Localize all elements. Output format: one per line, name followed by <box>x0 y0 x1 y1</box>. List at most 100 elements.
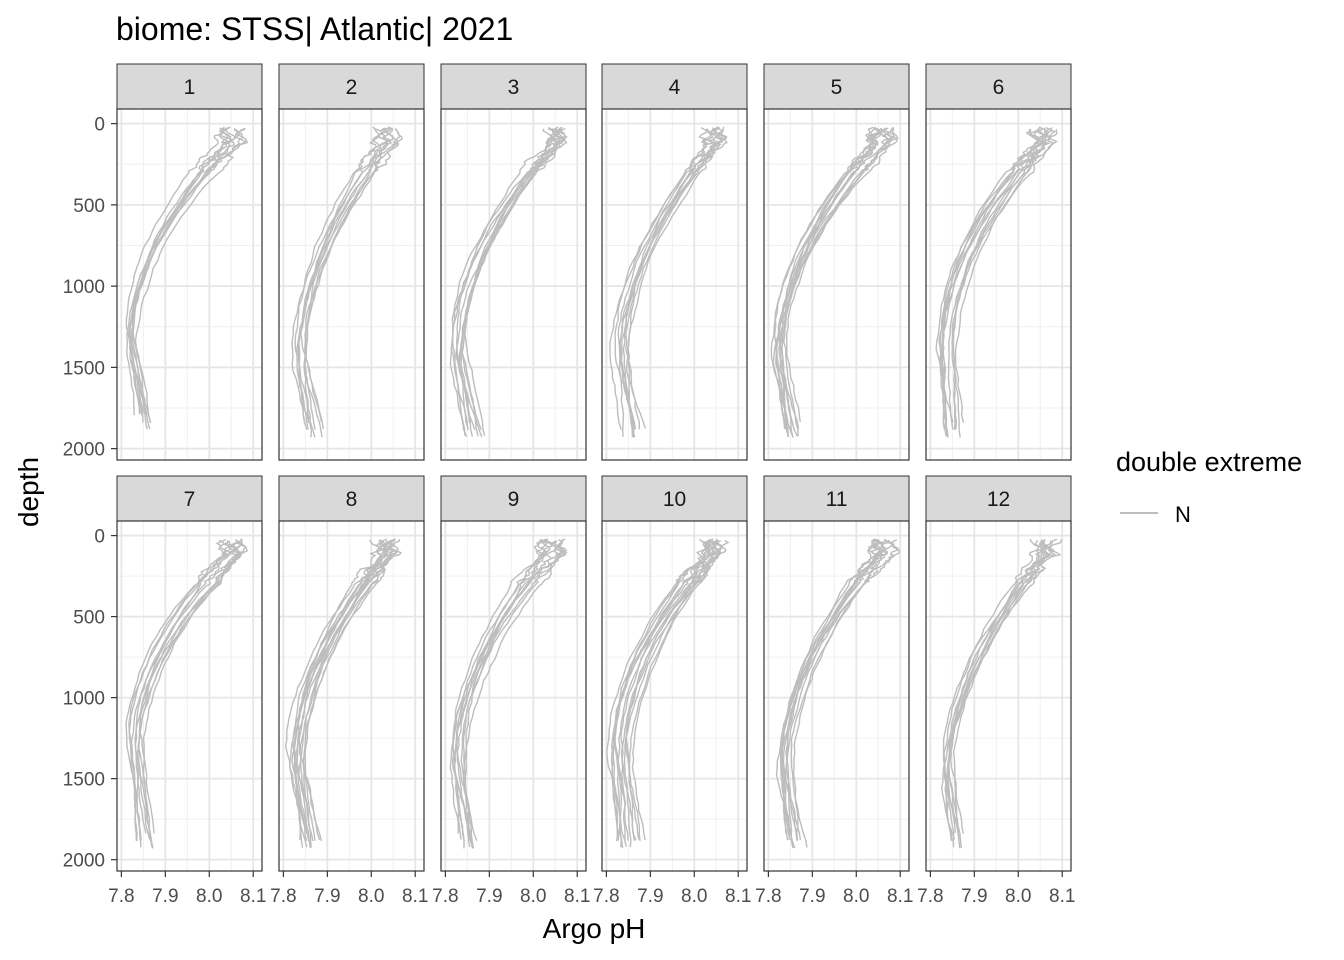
profile-line <box>300 127 394 422</box>
profile-line <box>455 128 556 438</box>
profile-line <box>303 128 399 438</box>
x-tick-label: 8.0 <box>681 886 707 907</box>
x-tick-label: 8.1 <box>725 886 751 907</box>
profile-line <box>291 126 394 430</box>
panel-border <box>440 108 587 461</box>
facet-strip <box>763 63 910 110</box>
facet-panel-1: 1 0 500 1000 1500 2000 <box>63 63 263 461</box>
facet-strip-label: 8 <box>346 488 358 511</box>
facet-panel-4: 4 <box>601 63 748 461</box>
facet-strip-label: 11 <box>826 488 848 511</box>
facet-strip <box>925 63 1072 110</box>
x-tick-label: 7.8 <box>432 886 458 907</box>
profile-line <box>460 127 561 437</box>
x-tick-label: 7.8 <box>917 886 943 907</box>
facet-strip-label: 4 <box>669 76 681 99</box>
panel-background <box>764 521 909 871</box>
facet-strip <box>601 63 748 110</box>
x-tick-label: 7.9 <box>314 886 340 907</box>
profile-line <box>943 538 1040 841</box>
y-tick-label: 2000 <box>63 440 105 461</box>
profile-line <box>935 128 1040 423</box>
legend-entry-n: N <box>1175 502 1191 527</box>
facet-strip-label: 7 <box>184 488 196 511</box>
panel-background <box>602 109 747 460</box>
facet-panel-6: 6 <box>925 63 1072 461</box>
profile-line <box>779 539 894 840</box>
facet-panel-11: 11 7.8 7.9 8.0 8.1 <box>755 475 913 907</box>
x-tick-label: 7.9 <box>476 886 502 907</box>
x-tick-label: 7.9 <box>152 886 178 907</box>
facet-strip-label: 2 <box>346 76 358 99</box>
y-tick-label: 1000 <box>63 689 105 710</box>
profile-line <box>610 538 722 841</box>
profile-line <box>617 126 728 438</box>
facet-panel-9: 9 7.8 7.9 8.0 8.1 <box>432 475 590 907</box>
facet-strip-label: 9 <box>508 488 520 511</box>
panel-border <box>440 520 587 872</box>
profile-line <box>782 128 899 437</box>
profile-line <box>620 539 730 841</box>
profile-line <box>631 539 721 841</box>
profile-line <box>620 127 720 436</box>
profile-line <box>774 127 882 430</box>
profile-line <box>606 538 711 847</box>
panel-background <box>279 109 424 460</box>
facet-strip <box>116 475 263 522</box>
y-axis-label: depth <box>13 457 44 527</box>
y-tick-label: 1500 <box>63 770 105 791</box>
profile-line <box>613 540 710 841</box>
y-tick-label: 1000 <box>63 277 105 298</box>
profile-line <box>619 127 724 430</box>
facet-strip-label: 6 <box>993 76 1005 99</box>
profile-line <box>128 127 244 415</box>
panel-border <box>278 108 425 461</box>
profile-line <box>127 128 249 423</box>
profile-line <box>455 126 568 430</box>
x-tick-label: 8.0 <box>1005 886 1031 907</box>
facet-strip-label: 1 <box>184 76 196 99</box>
profile-line <box>462 538 555 848</box>
x-tick-label: 7.9 <box>799 886 825 907</box>
profile-line <box>951 128 1058 423</box>
x-tick-label: 7.8 <box>755 886 781 907</box>
facet-strip <box>278 475 425 522</box>
profile-line <box>295 540 396 849</box>
profile-line <box>786 127 896 422</box>
panel-border <box>601 520 748 872</box>
facet-strip <box>925 475 1072 522</box>
facet-panel-2: 2 <box>278 63 425 461</box>
x-tick-label: 8.1 <box>1049 886 1075 907</box>
profile-line <box>940 538 1050 840</box>
profile-line <box>939 128 1041 438</box>
profile-line <box>453 538 567 842</box>
profile-line <box>460 126 568 431</box>
panel-border <box>116 108 263 461</box>
y-tick-label: 500 <box>73 196 105 217</box>
profile-line <box>450 127 566 430</box>
profile-line <box>134 540 236 834</box>
x-tick-label: 8.0 <box>358 886 384 907</box>
profile-line <box>299 539 397 848</box>
profile-line <box>142 539 244 848</box>
y-tick-label: 0 <box>94 527 105 548</box>
panel-border <box>925 520 1072 872</box>
profile-line <box>625 538 716 840</box>
x-tick-label: 8.0 <box>520 886 546 907</box>
profile-line <box>460 538 568 849</box>
x-tick-label: 7.9 <box>637 886 663 907</box>
facet-strip-label: 12 <box>987 488 1010 511</box>
legend-title: double extreme <box>1116 447 1302 477</box>
x-tick-label: 7.9 <box>961 886 987 907</box>
y-tick-label: 0 <box>94 115 105 136</box>
panel-border <box>601 108 748 461</box>
facet-strip-label: 5 <box>831 76 843 99</box>
x-axis-label: Argo pH <box>543 913 646 944</box>
profile-line <box>298 540 390 842</box>
facet-strip-label: 3 <box>508 76 520 99</box>
profile-line <box>779 538 882 849</box>
profile-line <box>614 126 715 429</box>
